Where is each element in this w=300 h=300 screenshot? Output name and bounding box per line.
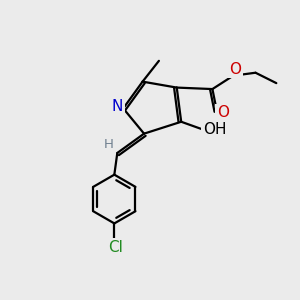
- Text: Cl: Cl: [108, 240, 123, 255]
- Text: O: O: [229, 62, 241, 77]
- Text: OH: OH: [203, 122, 226, 137]
- Text: O: O: [217, 105, 229, 120]
- Text: N: N: [112, 99, 123, 114]
- Text: H: H: [103, 138, 113, 151]
